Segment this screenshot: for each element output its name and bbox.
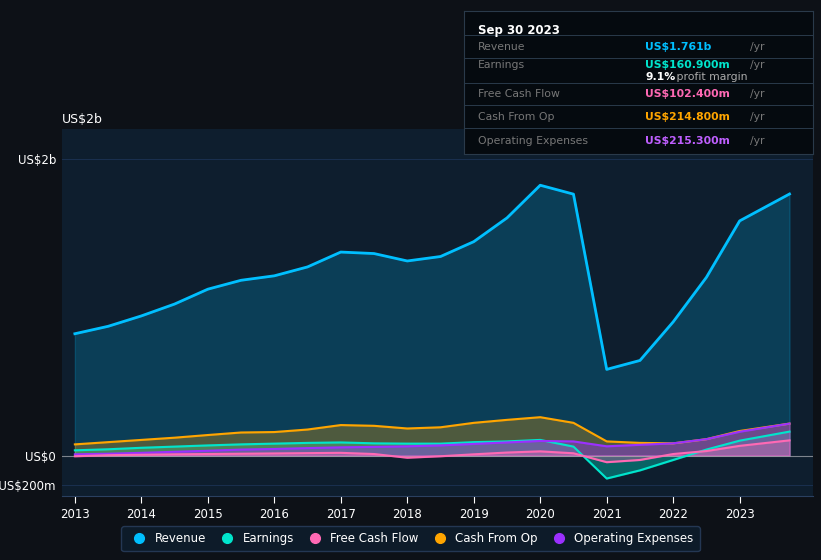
- Text: Operating Expenses: Operating Expenses: [478, 136, 588, 146]
- Text: /yr: /yr: [750, 89, 764, 99]
- Text: Revenue: Revenue: [478, 42, 525, 52]
- Text: /yr: /yr: [750, 112, 764, 122]
- Text: US$1.761b: US$1.761b: [645, 42, 712, 52]
- Text: 9.1%: 9.1%: [645, 72, 676, 82]
- Text: profit margin: profit margin: [673, 72, 748, 82]
- Text: US$214.800m: US$214.800m: [645, 112, 730, 122]
- Text: US$102.400m: US$102.400m: [645, 89, 730, 99]
- Text: Earnings: Earnings: [478, 60, 525, 71]
- Text: Free Cash Flow: Free Cash Flow: [478, 89, 560, 99]
- Text: Cash From Op: Cash From Op: [478, 112, 554, 122]
- Text: /yr: /yr: [750, 136, 764, 146]
- Text: US$215.300m: US$215.300m: [645, 136, 730, 146]
- Text: US$160.900m: US$160.900m: [645, 60, 730, 71]
- Legend: Revenue, Earnings, Free Cash Flow, Cash From Op, Operating Expenses: Revenue, Earnings, Free Cash Flow, Cash …: [122, 526, 699, 551]
- Text: Sep 30 2023: Sep 30 2023: [478, 24, 560, 37]
- Text: /yr: /yr: [750, 60, 764, 71]
- Text: US$2b: US$2b: [62, 113, 103, 126]
- Text: /yr: /yr: [750, 42, 764, 52]
